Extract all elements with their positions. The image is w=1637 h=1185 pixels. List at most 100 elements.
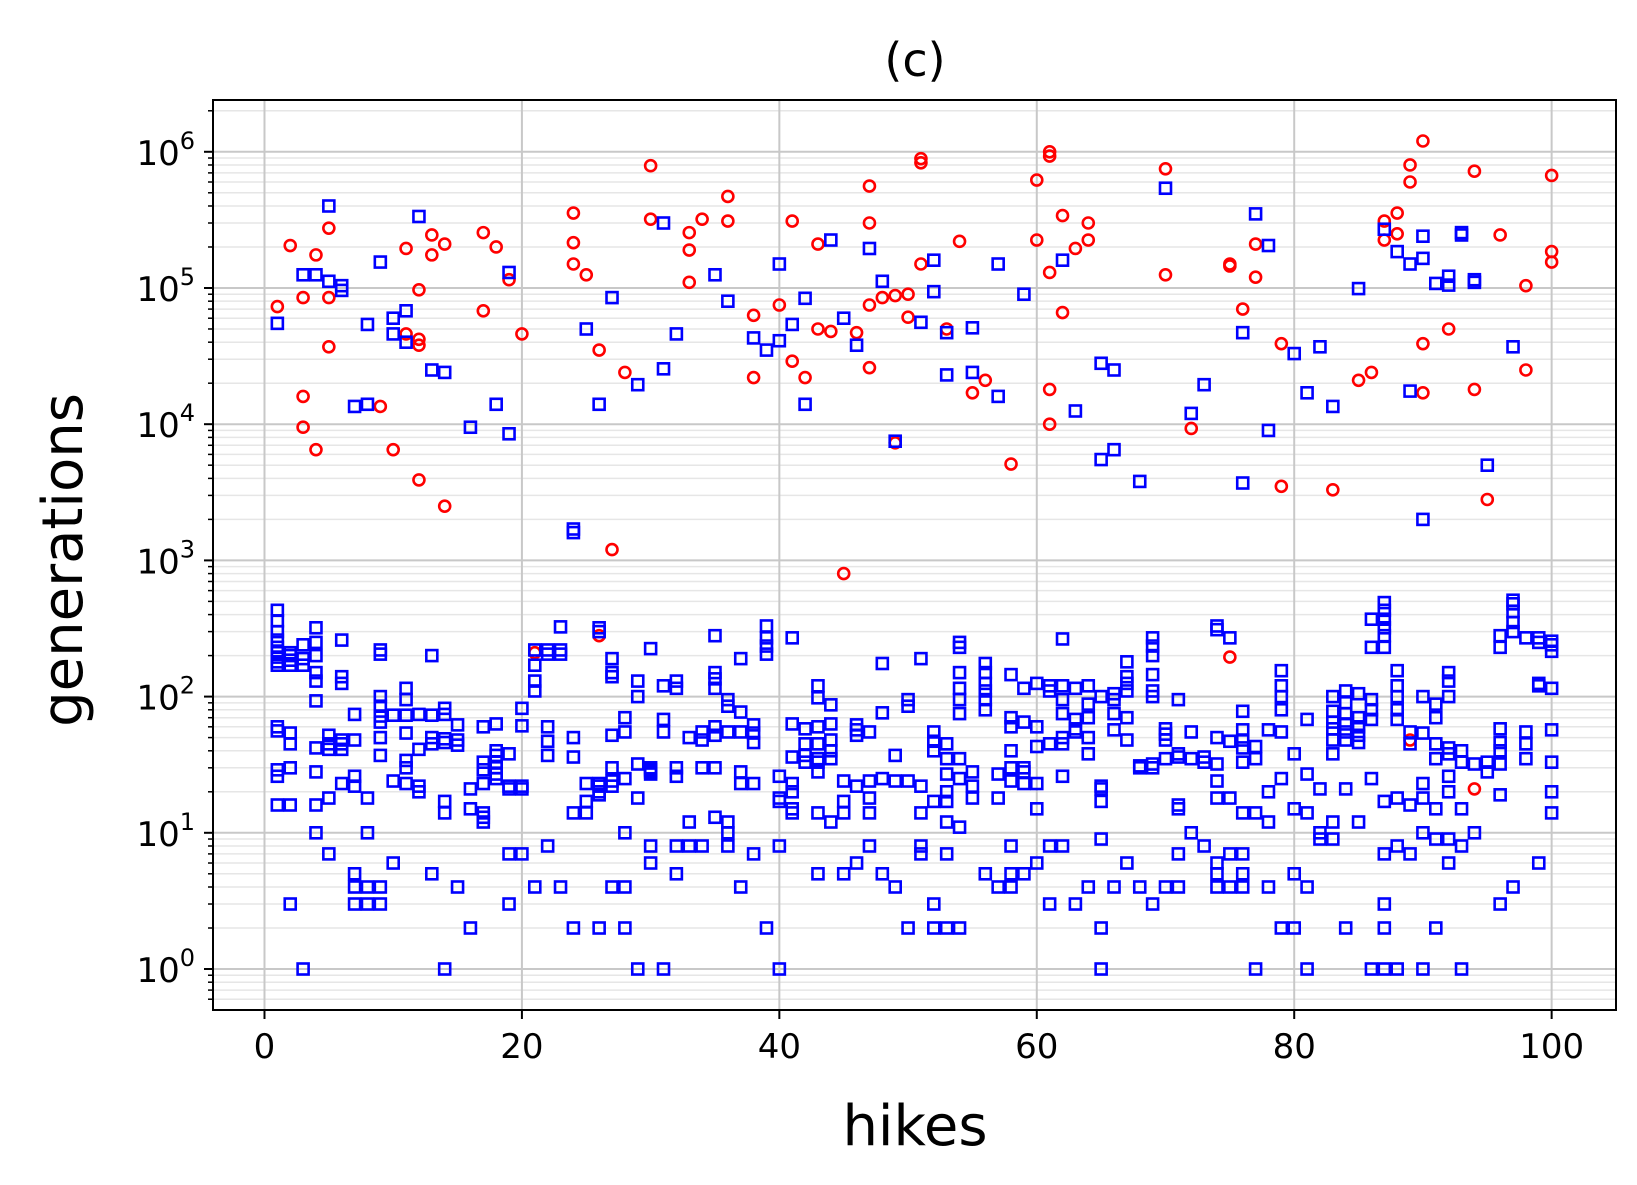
data-point-square <box>785 317 800 332</box>
data-point-square <box>425 708 439 723</box>
data-point-square <box>772 769 787 784</box>
data-point-square <box>1313 339 1327 354</box>
data-point-square <box>656 362 671 376</box>
data-point-square <box>824 717 838 731</box>
data-point-circle <box>1416 134 1430 148</box>
data-point-square <box>862 806 877 820</box>
data-point-square <box>656 725 671 739</box>
data-point-square <box>952 665 967 680</box>
data-point-square <box>811 737 825 751</box>
data-point-square <box>1094 832 1108 846</box>
data-point-circle <box>785 214 800 228</box>
data-point-square <box>1274 921 1289 935</box>
data-point-square <box>1377 897 1392 911</box>
data-point-circle <box>978 373 993 388</box>
data-point-circle <box>1274 336 1289 351</box>
data-point-square <box>1145 689 1160 704</box>
data-point-square <box>1132 761 1147 775</box>
data-point-square <box>1351 686 1366 701</box>
data-point-circle <box>373 399 388 414</box>
data-point-square <box>270 633 285 647</box>
data-point-square <box>1403 737 1417 751</box>
data-point-square <box>1390 962 1404 976</box>
data-point-square <box>798 722 812 736</box>
data-point-square <box>1519 751 1533 766</box>
data-point-square <box>1094 452 1108 467</box>
y-tick-label: 103 <box>136 535 195 582</box>
data-point-square <box>1004 774 1018 788</box>
data-point-square <box>579 322 594 336</box>
data-point-circle <box>1403 158 1417 172</box>
data-point-square <box>618 921 632 935</box>
data-point-square <box>1506 615 1520 630</box>
data-point-square <box>309 665 323 680</box>
data-point-circle <box>1004 457 1018 471</box>
data-point-square <box>1416 251 1430 266</box>
data-point-square <box>1300 806 1314 820</box>
data-point-square <box>618 825 632 840</box>
data-point-circle <box>1441 322 1456 336</box>
data-point-square <box>476 815 491 829</box>
data-point-square <box>386 311 401 326</box>
data-point-square <box>270 316 285 331</box>
data-point-square <box>1506 624 1520 639</box>
data-point-square <box>772 333 787 348</box>
data-point-square <box>1454 802 1469 816</box>
data-point-square <box>1235 704 1250 719</box>
data-point-square <box>669 327 684 341</box>
data-point-square <box>875 274 890 289</box>
data-point-square <box>476 776 491 791</box>
data-point-square <box>360 397 375 412</box>
data-point-square <box>1042 839 1057 853</box>
x-axis-label: hikes <box>842 1094 987 1159</box>
data-point-square <box>296 962 310 976</box>
data-point-square <box>347 779 362 793</box>
data-point-circle <box>1248 237 1263 251</box>
data-point-square <box>733 705 748 719</box>
data-point-square <box>656 712 671 727</box>
data-point-circle <box>682 243 697 257</box>
data-point-square <box>1081 679 1096 693</box>
data-point-square <box>1004 743 1018 758</box>
data-point-square <box>939 767 954 781</box>
major-grid <box>213 100 1616 1010</box>
data-point-square <box>399 761 413 775</box>
data-point-square <box>824 751 838 766</box>
data-point-square <box>1377 640 1392 655</box>
data-point-square <box>939 751 954 766</box>
data-point-square <box>875 706 890 720</box>
data-point-square <box>1184 725 1199 739</box>
data-point-square <box>1416 962 1430 976</box>
data-point-square <box>1042 684 1057 698</box>
axis-tick-labels: 100 101 102 103 104 105 106 0 20 40 60 80 100 <box>136 127 1584 1067</box>
data-point-square <box>630 791 645 805</box>
data-point-square <box>1210 757 1224 771</box>
data-point-square <box>476 720 491 734</box>
data-point-square <box>1132 880 1147 894</box>
data-point-square <box>1390 839 1404 853</box>
data-point-square <box>1081 710 1096 725</box>
data-point-square <box>1377 603 1392 618</box>
data-point-square <box>1274 663 1289 678</box>
data-point-square <box>463 802 478 816</box>
data-point-square <box>669 769 684 784</box>
data-point-square <box>785 806 800 820</box>
data-point-square <box>476 755 491 769</box>
data-point-square <box>566 806 581 820</box>
data-point-square <box>669 761 684 775</box>
data-point-square <box>373 897 388 911</box>
data-point-square <box>1004 839 1018 853</box>
data-point-circle <box>914 156 928 170</box>
data-point-square <box>1287 921 1302 935</box>
data-point-square <box>605 651 619 666</box>
data-point-square <box>1171 750 1186 764</box>
data-point-square <box>309 648 323 663</box>
series-red-circles <box>270 134 1559 796</box>
data-point-square <box>1506 597 1520 611</box>
data-point-square <box>1480 458 1495 472</box>
data-point-circle <box>1223 650 1237 664</box>
data-point-square <box>1055 737 1070 751</box>
data-point-square <box>283 737 298 751</box>
data-point-square <box>1364 612 1379 627</box>
data-point-square <box>1416 229 1430 244</box>
